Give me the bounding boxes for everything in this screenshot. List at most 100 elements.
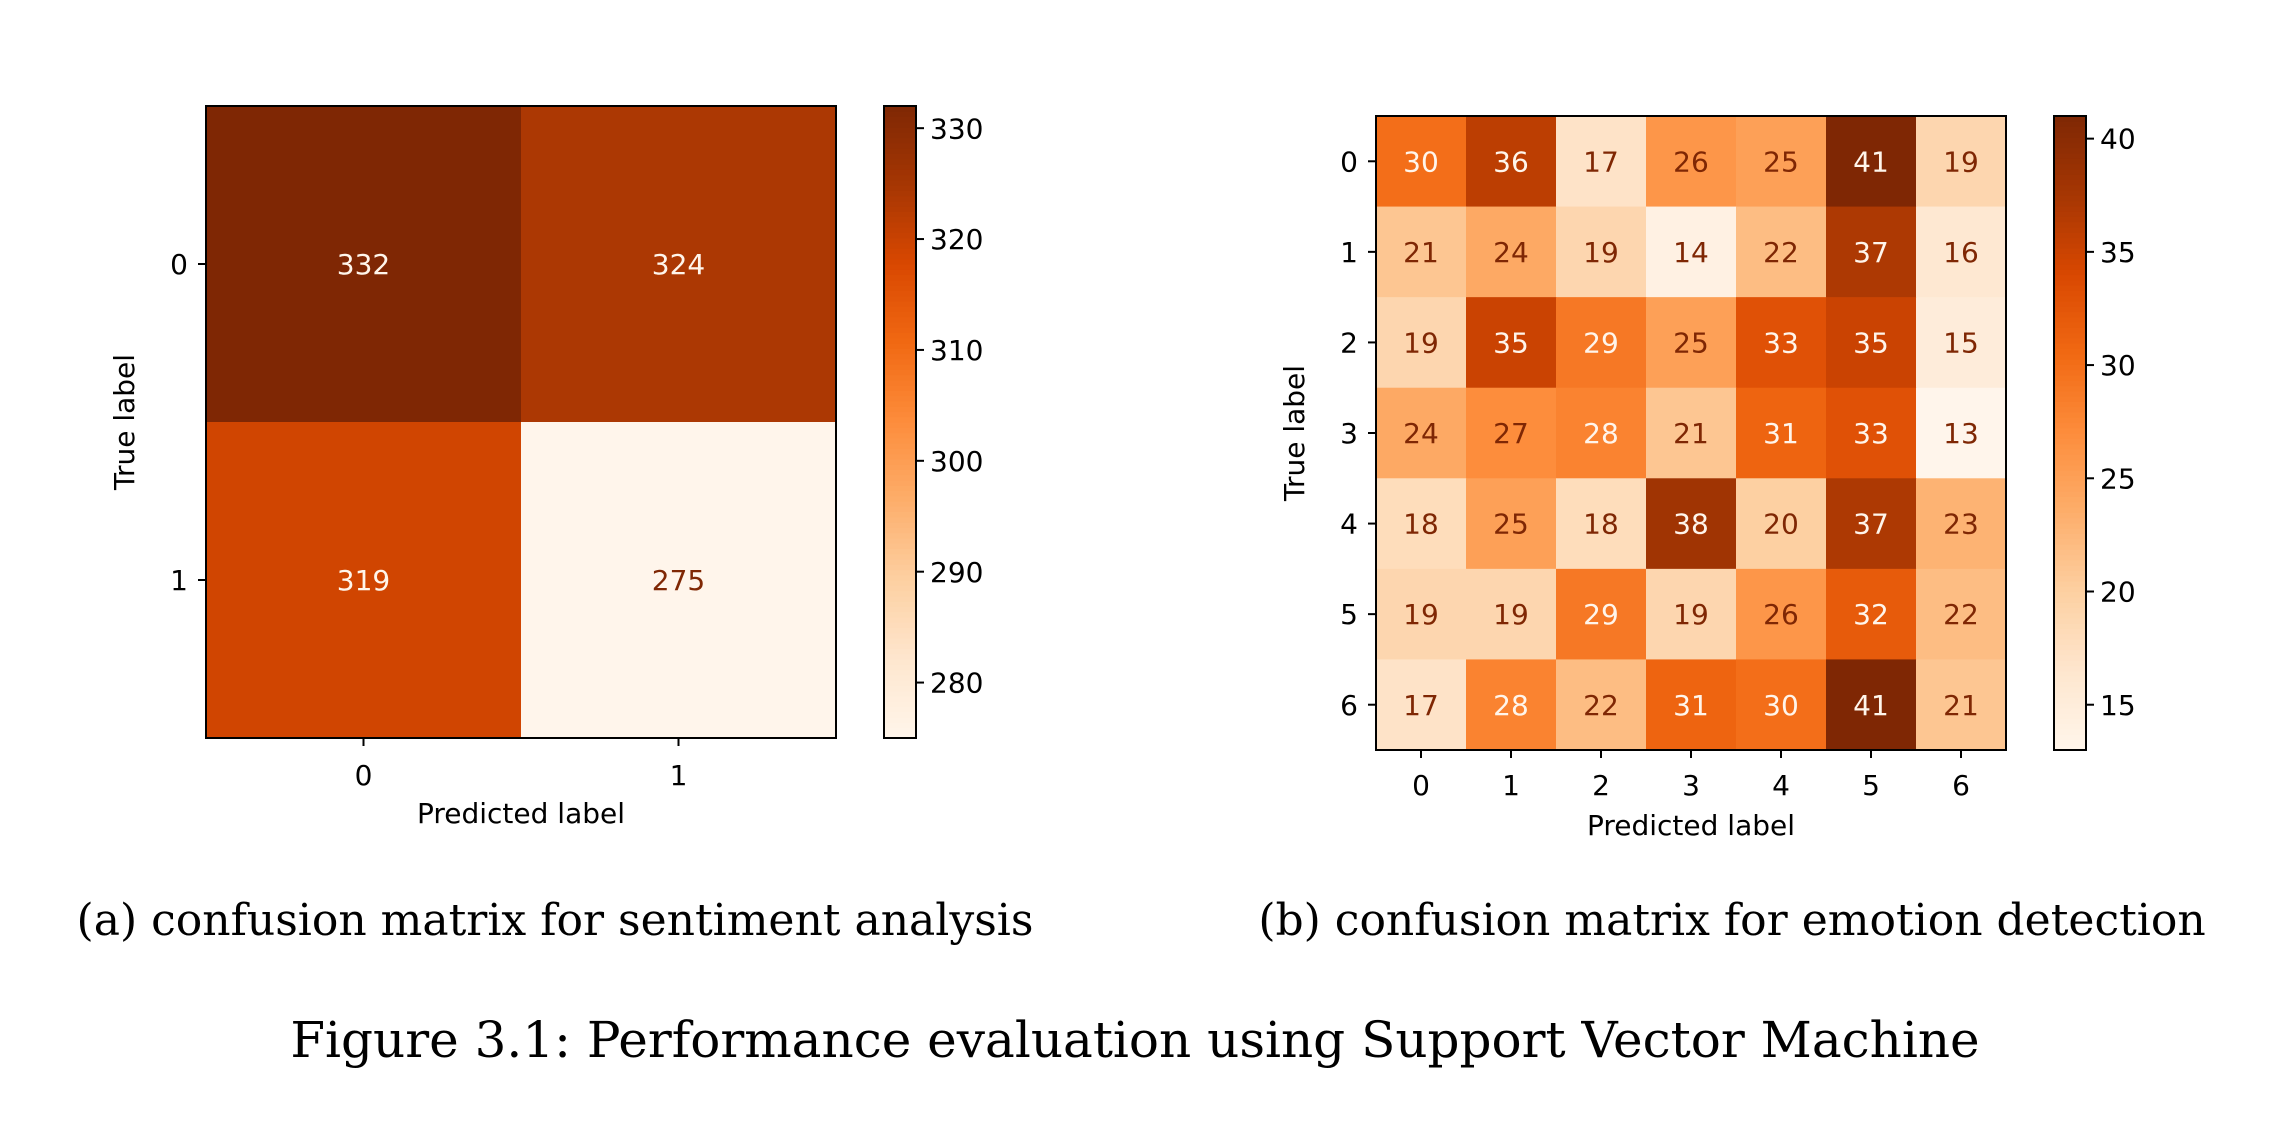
colorbar-segment xyxy=(2054,554,2086,561)
colorbar-segment xyxy=(884,632,916,639)
colorbar-segment xyxy=(884,121,916,128)
colorbar-segment xyxy=(2054,475,2086,482)
colorbar-tick-label: 310 xyxy=(930,334,983,367)
cell-value-label: 35 xyxy=(1493,327,1529,360)
confusion-matrix-sentiment: 332 324 319 275 0 1 0 1 Predicted label True labe… xyxy=(108,105,983,830)
heatmap-cell xyxy=(1916,206,2007,298)
cell-value-label: 22 xyxy=(1583,689,1619,722)
cell-value-label: 25 xyxy=(1493,508,1529,541)
y-tick-label: 6 xyxy=(1340,689,1358,722)
colorbar-tick-label: 30 xyxy=(2100,349,2136,382)
colorbar-segment xyxy=(884,711,916,718)
heatmap-cell xyxy=(1556,297,1647,389)
colorbar-segment xyxy=(884,706,916,713)
cell-value-label: 22 xyxy=(1763,236,1799,269)
heatmap-cell xyxy=(1916,659,2007,751)
heatmap-cell xyxy=(1556,206,1647,298)
colorbar-segment xyxy=(2054,364,2086,371)
colorbar-segment xyxy=(2054,469,2086,476)
colorbar-segment xyxy=(2054,464,2086,471)
colorbar-segment xyxy=(884,664,916,671)
colorbar-segment xyxy=(884,574,916,581)
colorbar-segment xyxy=(884,585,916,592)
cell-value-label: 36 xyxy=(1493,145,1529,178)
x-tick-label: 0 xyxy=(1412,769,1430,802)
colorbar-segment xyxy=(884,685,916,692)
y-tick-label: 1 xyxy=(170,564,188,597)
cell-value-label: 26 xyxy=(1763,598,1799,631)
colorbar-segment xyxy=(2054,580,2086,587)
colorbar-segment xyxy=(2054,211,2086,217)
colorbar-segment xyxy=(884,616,916,623)
colorbar-segment xyxy=(884,506,916,513)
colorbar-segment xyxy=(884,627,916,634)
heatmap-cell xyxy=(1736,297,1827,389)
cell-value-label: 19 xyxy=(1493,598,1529,631)
heatmap-cell xyxy=(1736,568,1827,660)
heatmap-cell xyxy=(521,422,837,739)
colorbar-segment xyxy=(884,485,916,492)
colorbar-segment xyxy=(884,179,916,186)
colorbar-segment xyxy=(2054,131,2086,138)
heatmap-cell xyxy=(1376,116,1467,208)
colorbar-segment xyxy=(884,353,916,360)
colorbar-segment xyxy=(884,527,916,534)
colorbar-segment xyxy=(2054,506,2086,513)
colorbar-tick-label: 15 xyxy=(2100,689,2136,722)
cell-value-label: 41 xyxy=(1853,145,1889,178)
x-tick-label: 4 xyxy=(1772,769,1790,802)
colorbar-segment xyxy=(884,200,916,207)
cell-value-label: 16 xyxy=(1943,236,1979,269)
colorbar-segment xyxy=(2054,253,2086,260)
colorbar-tick-label: 40 xyxy=(2100,123,2136,156)
colorbar-segment xyxy=(884,601,916,607)
colorbar-segment xyxy=(884,669,916,676)
colorbar-segment xyxy=(2054,200,2086,207)
colorbar-segment xyxy=(2054,718,2086,725)
heatmap-cell xyxy=(1736,206,1827,298)
colorbar-segment xyxy=(2054,707,2086,714)
colorbar-segment xyxy=(884,232,916,239)
heatmap-cell xyxy=(1646,297,1737,389)
colorbar-tick-label: 300 xyxy=(930,445,983,478)
heatmap-cell xyxy=(1376,568,1467,660)
colorbar-segment xyxy=(2054,163,2086,170)
colorbar-segment xyxy=(884,274,916,281)
colorbar-segment xyxy=(2054,501,2086,508)
x-axis-label: Predicted label xyxy=(417,797,625,830)
colorbar-segment xyxy=(884,443,916,449)
heatmap-cell xyxy=(1556,568,1647,660)
colorbar-segment xyxy=(2054,496,2086,503)
colorbar-segment xyxy=(884,469,916,476)
colorbar-segment xyxy=(2054,390,2086,397)
colorbar-segment xyxy=(884,306,916,312)
colorbar-segment xyxy=(2054,623,2086,630)
heatmap-cell xyxy=(1466,568,1557,660)
colorbar-tick-label: 25 xyxy=(2100,462,2136,495)
heatmap-cell xyxy=(1736,116,1827,208)
colorbar-segment xyxy=(2054,380,2086,387)
colorbar-segment xyxy=(2054,649,2086,656)
colorbar-segment xyxy=(884,490,916,497)
x-tick-label: 3 xyxy=(1682,769,1700,802)
colorbar-segment xyxy=(884,316,916,323)
colorbar-segment xyxy=(884,501,916,507)
heatmap-cell xyxy=(1466,206,1557,298)
cell-value-label: 23 xyxy=(1943,508,1979,541)
colorbar-segment xyxy=(884,242,916,249)
colorbar-segment xyxy=(2054,596,2086,603)
colorbar-segment xyxy=(2054,739,2086,746)
colorbar-segment xyxy=(2054,248,2086,254)
colorbar-segment xyxy=(884,369,916,376)
cell-value-label: 26 xyxy=(1673,145,1709,178)
heatmap-cell xyxy=(1916,116,2007,208)
cell-value-label: 17 xyxy=(1583,145,1619,178)
colorbar-segment xyxy=(2054,723,2086,730)
colorbar-segment xyxy=(2054,438,2086,445)
colorbar-segment xyxy=(2054,396,2086,402)
colorbar-segment xyxy=(2054,549,2086,556)
colorbar-segment xyxy=(2054,702,2086,709)
colorbar-segment xyxy=(884,116,916,123)
cell-value-label: 27 xyxy=(1493,417,1529,450)
heatmap-cell xyxy=(1556,116,1647,208)
